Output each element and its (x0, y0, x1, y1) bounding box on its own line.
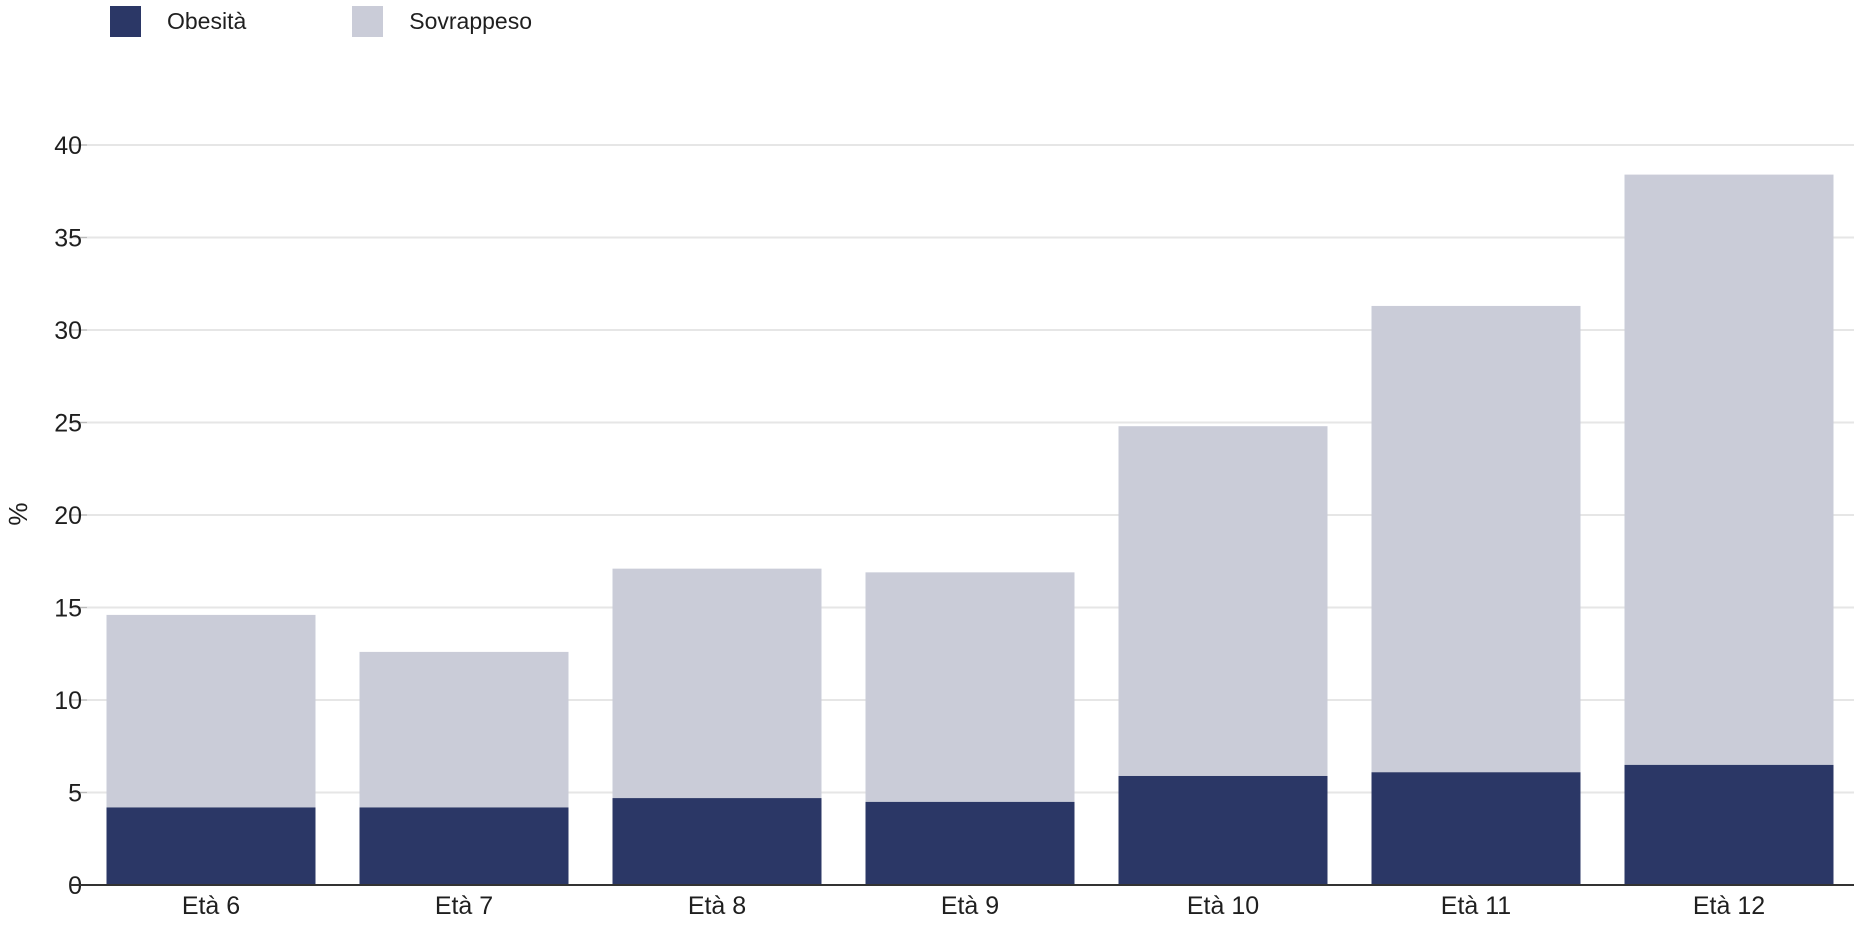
x-axis: Età 6 Età 7 Età 8 Età 9 Età 10 Età 11 Età 12 (70, 884, 1854, 920)
bars (106, 174, 1834, 885)
x-tick-label-1: Età 7 (435, 892, 493, 920)
x-tick-label-0: Età 6 (182, 892, 240, 920)
y-tick-label-40: 40 (54, 132, 82, 160)
x-tick-label-5: Età 11 (1441, 892, 1511, 920)
bar-obesita-0 (106, 807, 316, 885)
bar-obesita-4 (1118, 775, 1328, 885)
bar-obesita-6 (1624, 764, 1834, 885)
legend-item-obesita[interactable]: Obesità (110, 6, 246, 37)
x-tick-label-4: Età 10 (1187, 892, 1259, 920)
y-tick-label-25: 25 (54, 410, 82, 438)
y-tick-label-35: 35 (54, 225, 82, 253)
legend-item-sovrappeso[interactable]: Sovrappeso (352, 6, 532, 37)
bar-sovrappeso-5 (1371, 305, 1581, 773)
bar-sovrappeso-3 (865, 572, 1075, 802)
y-tick-label-10: 10 (54, 687, 82, 715)
y-tick-label-15: 15 (54, 595, 82, 623)
y-axis-label: % (3, 502, 33, 525)
bar-sovrappeso-6 (1624, 174, 1834, 765)
bar-obesita-1 (359, 807, 569, 885)
y-axis: 0510152025303540 (54, 132, 87, 900)
bar-obesita-2 (612, 798, 822, 885)
x-tick-label-2: Età 8 (688, 892, 746, 920)
x-tick-label-6: Età 12 (1693, 892, 1765, 920)
bar-sovrappeso-0 (106, 614, 316, 808)
y-tick-label-30: 30 (54, 317, 82, 345)
legend-label-obesita: Obesità (167, 8, 247, 34)
chart-legend: Obesità Sovrappeso (110, 6, 638, 37)
legend-swatch-sovrappeso (352, 6, 384, 37)
bar-sovrappeso-1 (359, 651, 569, 808)
bar-obesita-5 (1371, 772, 1581, 885)
x-tick-label-3: Età 9 (941, 892, 999, 920)
bar-sovrappeso-4 (1118, 426, 1328, 776)
legend-swatch-obesita (110, 6, 141, 37)
y-tick-label-20: 20 (54, 502, 82, 530)
bar-obesita-3 (865, 801, 1075, 885)
bar-sovrappeso-2 (612, 568, 822, 799)
y-tick-label-5: 5 (68, 780, 82, 808)
legend-label-sovrappeso: Sovrappeso (409, 8, 533, 34)
